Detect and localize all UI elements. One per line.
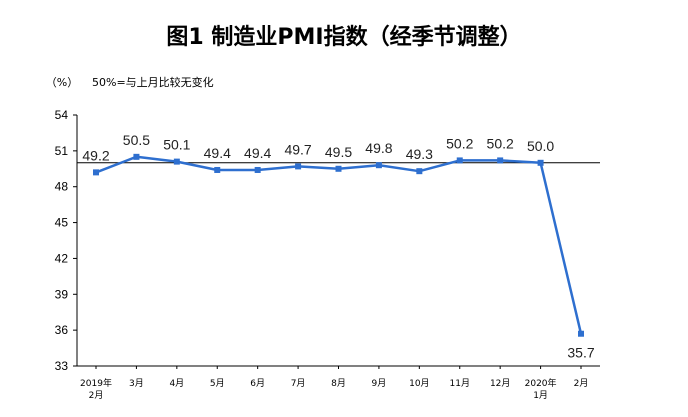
y-tick-label: 42 <box>55 251 69 265</box>
x-tick-label: 9月 <box>372 378 387 389</box>
data-point <box>133 153 140 160</box>
data-point <box>295 163 302 170</box>
y-tick-label: 45 <box>55 216 69 230</box>
data-point <box>375 162 382 169</box>
data-label: 50.0 <box>527 138 554 154</box>
x-tick-label: 5月 <box>210 378 225 389</box>
data-label: 49.3 <box>406 146 433 162</box>
x-tick-label: 4月 <box>169 378 184 389</box>
y-tick-label: 33 <box>55 359 69 373</box>
data-label: 50.1 <box>163 137 190 153</box>
x-tick-label: 8月 <box>331 378 346 389</box>
data-label: 49.4 <box>204 145 231 161</box>
data-point <box>578 330 584 337</box>
data-label: 50.2 <box>446 135 473 151</box>
data-point <box>416 168 423 175</box>
y-tick-label: 48 <box>55 180 69 194</box>
data-point <box>93 169 99 176</box>
data-label: 49.5 <box>325 144 352 160</box>
y-tick-label: 36 <box>55 323 69 337</box>
y-tick-label: 54 <box>55 108 69 122</box>
data-point <box>537 159 544 166</box>
data-label: 49.7 <box>284 141 311 157</box>
series-line <box>93 153 584 337</box>
x-tick-label: 2月 <box>574 378 589 389</box>
x-tick-label: 11月 <box>450 378 470 389</box>
data-label: 49.2 <box>82 147 109 163</box>
data-point <box>335 165 342 172</box>
y-axis-ticks: 33 36 39 42 45 48 51 54 <box>55 108 77 373</box>
x-tick-label: 12月 <box>490 378 510 389</box>
data-point <box>497 157 504 164</box>
y-tick-label: 51 <box>55 144 69 158</box>
data-label: 35.7 <box>567 345 594 361</box>
data-label: 49.4 <box>244 145 271 161</box>
x-tick-label: 6月 <box>250 378 265 389</box>
data-label: 50.2 <box>487 135 514 151</box>
data-label: 49.8 <box>365 140 392 156</box>
data-label: 50.5 <box>123 132 150 148</box>
data-point <box>456 157 463 164</box>
series-line-path <box>95 155 583 334</box>
x-tick-label: 2019年 <box>80 377 112 389</box>
data-point <box>254 166 261 173</box>
y-tick-label: 39 <box>55 287 69 301</box>
x-tick-label: 1月 <box>533 390 548 401</box>
x-tick-label: 2020年 <box>525 377 557 389</box>
x-tick-label: 10月 <box>409 378 429 389</box>
data-point <box>214 166 221 173</box>
x-tick-label: 7月 <box>291 378 306 389</box>
chart-title: 图1 制造业PMI指数（经季节调整） <box>166 24 521 50</box>
y-unit-label: （%） <box>46 76 78 89</box>
x-tick-label: 3月 <box>129 378 144 389</box>
x-tick-label: 2月 <box>89 390 104 401</box>
data-point <box>173 158 180 165</box>
reference-note: 50%=与上月比较无变化 <box>92 75 214 89</box>
data-labels: 49.2 50.5 50.1 49.4 49.4 49.7 49.5 49.8 49.3 50.2… <box>82 132 594 361</box>
